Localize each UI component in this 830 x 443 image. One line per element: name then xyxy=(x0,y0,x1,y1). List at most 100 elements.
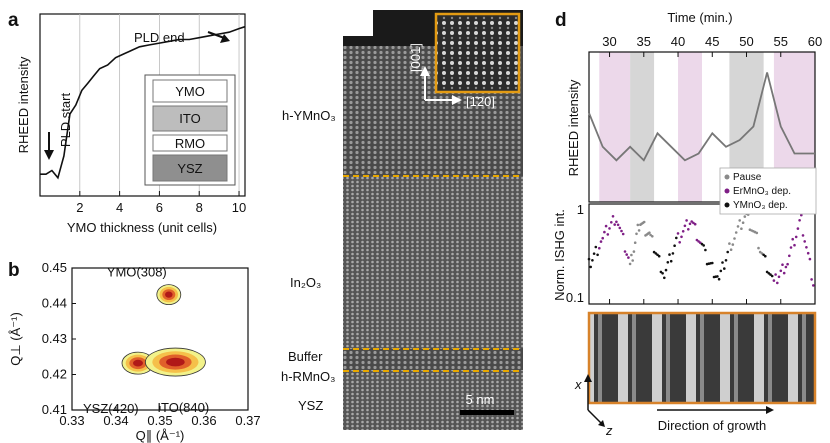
ishg-point xyxy=(781,263,784,267)
ishg-point xyxy=(633,241,637,244)
peak-label-2: ITO(840) xyxy=(157,400,209,415)
ishg-point xyxy=(757,246,760,250)
tem-label-ysz: YSZ xyxy=(298,398,323,413)
rheed-time-ylabel: RHEED intensity xyxy=(566,79,581,176)
ishg-point xyxy=(736,225,740,228)
ishg-point xyxy=(599,240,603,243)
pld-end-arrowhead xyxy=(220,34,230,43)
ishg-point xyxy=(618,226,622,230)
ishg-point xyxy=(642,220,646,224)
growth-label: Direction of growth xyxy=(658,418,766,433)
ishg-point xyxy=(637,229,641,232)
ishg-point xyxy=(651,235,654,238)
ishg-point xyxy=(594,245,598,249)
ishg-ytick-0.1: 0.1 xyxy=(566,290,584,305)
panel-b-xtick-0.36: 0.36 xyxy=(191,413,216,428)
layer-stack: YMO ITO RMO YSZ xyxy=(144,74,236,186)
time-bands-upper xyxy=(599,52,815,202)
ishg-point xyxy=(680,235,683,239)
panel-b-label: b xyxy=(8,260,20,281)
layer-ysz-label: YSZ xyxy=(177,161,202,176)
ishg-point xyxy=(764,254,767,258)
ishg-point xyxy=(794,235,798,239)
tem-label-in2o3: In₂O₃ xyxy=(290,275,321,290)
time-band xyxy=(678,52,702,202)
ishg-point xyxy=(719,269,723,273)
ishg-point xyxy=(630,253,633,257)
ishg-point xyxy=(801,234,805,237)
time-tick-40: 40 xyxy=(671,34,685,49)
legend-box xyxy=(719,167,817,215)
ishg-point xyxy=(671,252,675,255)
panel-a-xtick-10: 10 xyxy=(232,200,246,215)
peak-label-0: YMO(308) xyxy=(107,265,167,280)
panel-a-xtick-6: 6 xyxy=(156,200,163,215)
rsm-peaks: YMO(308) YSZ(420) ITO(840) xyxy=(83,265,209,417)
time-band xyxy=(599,52,631,202)
panel-b-ytick-0.41: 0.41 xyxy=(42,402,67,417)
tem-ysz-region xyxy=(343,370,523,430)
time-tick-35: 35 xyxy=(637,34,651,49)
time-tick-55: 55 xyxy=(774,34,788,49)
panel-b-xticks: 0.33 0.34 0.35 0.36 0.37 xyxy=(59,406,261,428)
inset-axis-001: [001] xyxy=(408,43,423,72)
ishg-point xyxy=(789,246,793,249)
time-axis-label: Time (min.) xyxy=(667,10,732,25)
legend-ermno3: ErMnO₃ dep. xyxy=(733,186,791,197)
ishg-point xyxy=(685,219,688,222)
peak-label-1: YSZ(420) xyxy=(83,401,139,416)
growth-image xyxy=(587,311,817,405)
pld-end-label: PLD end xyxy=(134,30,185,45)
panel-b-ytick-0.42: 0.42 xyxy=(42,367,67,382)
ishg-point xyxy=(636,223,640,227)
ishg-point xyxy=(611,215,615,218)
time-tick-60: 60 xyxy=(808,34,822,49)
time-axis-ticks: 30 35 40 45 50 55 60 xyxy=(602,34,822,304)
ishg-point xyxy=(806,251,810,255)
ishg-point xyxy=(774,273,777,276)
panel-b-xtick-0.33: 0.33 xyxy=(59,413,84,428)
ishg-point xyxy=(673,244,676,247)
panel-b-ytick-0.45: 0.45 xyxy=(42,260,67,275)
ishg-point xyxy=(704,248,707,252)
ishg-point xyxy=(800,213,803,217)
ishg-point xyxy=(810,278,813,281)
ishg-point xyxy=(711,261,714,265)
ishg-point xyxy=(627,256,630,259)
ishg-point xyxy=(693,222,697,226)
ishg-point xyxy=(740,227,743,230)
layer-ito-label: ITO xyxy=(179,111,200,126)
ishg-point xyxy=(606,233,610,236)
ishg-point xyxy=(743,215,747,218)
ishg-point xyxy=(692,221,695,225)
z-axis-arrowhead xyxy=(598,420,605,427)
ishg-point xyxy=(788,254,791,258)
legend-ymno3: YMnO₃ dep. xyxy=(733,200,788,211)
time-tick-50: 50 xyxy=(739,34,753,49)
layer-rmo-label: RMO xyxy=(175,136,205,151)
ishg-point xyxy=(791,237,794,241)
panel-a-xlabel: YMO thickness (unit cells) xyxy=(67,220,217,235)
x-axis-label: x xyxy=(574,377,582,392)
x-axis-arrowhead xyxy=(584,374,592,382)
panel-b-xlabel: Q∥ (Å⁻¹) xyxy=(136,428,185,443)
ishg-point xyxy=(741,221,745,224)
ishg-point xyxy=(723,267,726,270)
panel-d-label: d xyxy=(555,10,567,31)
ishg-point xyxy=(621,232,625,236)
panel-c-tem-image: [001] [1̄20] 5 nm xyxy=(343,10,523,430)
ishg-point xyxy=(721,261,724,264)
peak-contour xyxy=(165,291,173,298)
panel-d: Time (min.) 30 35 40 45 50 55 60 RHEED intensi… xyxy=(552,10,822,438)
legend-marker-pause xyxy=(724,174,730,180)
ishg-point xyxy=(613,223,616,226)
scale-bar xyxy=(460,410,514,415)
ishg-point xyxy=(738,219,741,222)
ishg-legend: Pause ErMnO₃ dep. YMnO₃ dep. xyxy=(719,167,817,215)
ishg-point xyxy=(601,236,604,240)
ishg-point xyxy=(661,272,664,275)
ishg-point xyxy=(755,231,759,235)
ishg-point xyxy=(683,224,687,228)
ishg-point xyxy=(610,221,613,224)
